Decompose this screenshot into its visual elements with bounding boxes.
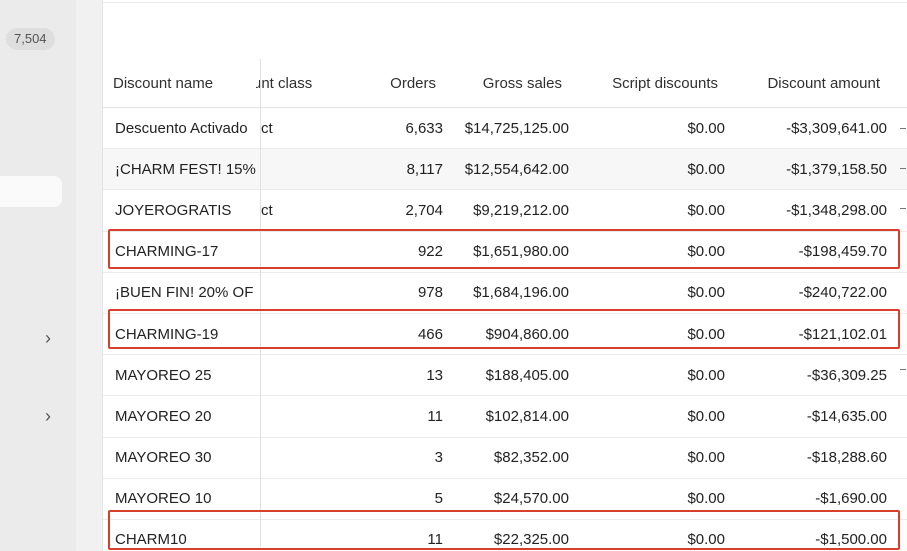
gross-sales-cell: $22,325.00 (493, 531, 569, 549)
script-discounts-cell: $0.00 (687, 449, 725, 467)
discount-amount-cell: -$1,379,158.50 (786, 160, 887, 178)
report-panel: unt class Discount name Orders Gross sal… (102, 0, 907, 551)
table-row[interactable]: MAYOREO 10 5 $24,570.00 $0.00 -$1,690.00 (103, 478, 907, 520)
discount-name-cell: ¡BUEN FIN! 20% OF (115, 272, 258, 313)
discount-amount-cell: -$1,348,298.00 (786, 201, 887, 219)
discount-name-cell: ¡CHARM FEST! 15% (115, 149, 258, 190)
sidebar: 7,504 › › (0, 0, 76, 551)
count-badge: 7,504 (6, 28, 55, 50)
divider (103, 2, 907, 3)
discount-name-cell: JOYEROGRATIS (115, 190, 258, 231)
table-row[interactable]: ct Descuento Activado 6,633 $14,725,125.00 $… (103, 108, 907, 150)
orders-cell: 3 (434, 449, 443, 467)
gross-sales-cell: $9,219,212.00 (473, 201, 569, 219)
discount-name-cell: MAYOREO 25 (115, 355, 258, 396)
orders-cell: 978 (417, 284, 443, 302)
table-row[interactable]: ¡BUEN FIN! 20% OF 978 $1,684,196.00 $0.00 -$… (103, 272, 907, 314)
discount-class-cell: ct (261, 119, 273, 137)
table-row[interactable]: MAYOREO 25 13 $188,405.00 $0.00 -$36,309.25 (103, 355, 907, 397)
discount-class-cell: ct (261, 201, 273, 219)
discount-name-cell: MAYOREO 10 (115, 478, 258, 519)
script-discounts-cell: $0.00 (687, 325, 725, 343)
table-row[interactable]: CHARM10 11 $22,325.00 $0.00 -$1,500.00 (103, 519, 907, 551)
orders-cell: 13 (426, 366, 443, 384)
discount-name-cell: CHARM10 (115, 519, 258, 551)
orders-cell: 466 (417, 325, 443, 343)
discount-name-cell: MAYOREO 20 (115, 396, 258, 437)
script-discounts-cell: $0.00 (687, 201, 725, 219)
table-body: ct Descuento Activado 6,633 $14,725,125.00 $… (103, 108, 907, 551)
discount-amount-cell: -$1,500.00 (815, 531, 887, 549)
gross-sales-cell: $188,405.00 (485, 366, 569, 384)
overflow-indicator (900, 208, 906, 210)
orders-cell: 6,633 (405, 119, 443, 137)
script-discounts-cell: $0.00 (687, 366, 725, 384)
table-row[interactable]: MAYOREO 30 3 $82,352.00 $0.00 -$18,288.60 (103, 437, 907, 479)
discount-amount-cell: -$14,635.00 (806, 407, 887, 425)
gross-sales-cell: $24,570.00 (493, 490, 569, 508)
script-discounts-cell: $0.00 (687, 531, 725, 549)
discount-name-cell: Descuento Activado (115, 108, 258, 149)
chevron-right-icon[interactable]: › (45, 406, 51, 426)
script-discounts-cell: $0.00 (687, 490, 725, 508)
table-row[interactable]: MAYOREO 20 11 $102,814.00 $0.00 -$14,635.00 (103, 396, 907, 438)
frozen-column-divider (260, 59, 261, 546)
discount-amount-cell: -$198,459.70 (798, 243, 887, 261)
gross-sales-cell: $14,725,125.00 (464, 119, 569, 137)
discount-amount-cell: -$18,288.60 (806, 449, 887, 467)
header-gross-sales[interactable]: Gross sales (482, 74, 562, 92)
chevron-right-icon[interactable]: › (45, 328, 51, 348)
gross-sales-cell: $102,814.00 (485, 407, 569, 425)
discount-amount-cell: -$36,309.25 (806, 366, 887, 384)
discount-amount-cell: -$1,690.00 (815, 490, 887, 508)
gross-sales-cell: $904,860.00 (485, 325, 569, 343)
table-row[interactable]: ct JOYEROGRATIS 2,704 $9,219,212.00 $0.00 -$1… (103, 190, 907, 232)
header-orders[interactable]: Orders (390, 74, 436, 92)
gross-sales-cell: $1,684,196.00 (473, 284, 569, 302)
table-row[interactable]: CHARMING-17 922 $1,651,980.00 $0.00 -$198,45… (103, 231, 907, 273)
table-row[interactable]: ¡CHARM FEST! 15% 8,117 $12,554,642.00 $0.00… (103, 149, 907, 191)
header-discount-class[interactable]: unt class (253, 74, 313, 92)
table-row[interactable]: CHARMING-19 466 $904,860.00 $0.00 -$121,102.… (103, 313, 907, 356)
gross-sales-cell: $82,352.00 (493, 449, 569, 467)
discount-amount-cell: -$240,722.00 (798, 284, 887, 302)
script-discounts-cell: $0.00 (687, 160, 725, 178)
discount-amount-cell: -$3,309,641.00 (786, 119, 887, 137)
table-header: unt class Discount name Orders Gross sal… (103, 59, 907, 108)
orders-cell: 2,704 (405, 201, 443, 219)
discount-amount-cell: -$121,102.01 (798, 325, 887, 343)
content-gap (76, 0, 102, 551)
orders-cell: 922 (417, 243, 443, 261)
overflow-indicator (900, 369, 906, 371)
orders-cell: 11 (427, 531, 443, 549)
overflow-indicator (900, 128, 906, 129)
script-discounts-cell: $0.00 (687, 407, 725, 425)
discount-name-cell: MAYOREO 30 (115, 437, 258, 478)
orders-cell: 8,117 (406, 160, 443, 178)
sidebar-active-item[interactable] (0, 176, 62, 207)
header-discount-name[interactable]: Discount name (113, 59, 256, 107)
script-discounts-cell: $0.00 (687, 119, 725, 137)
header-discount-amount[interactable]: Discount amount (767, 74, 880, 92)
script-discounts-cell: $0.00 (687, 284, 725, 302)
orders-cell: 11 (427, 407, 443, 425)
gross-sales-cell: $1,651,980.00 (473, 243, 569, 261)
discount-report-table: unt class Discount name Orders Gross sal… (103, 59, 907, 551)
overflow-indicator (900, 168, 906, 170)
discount-name-cell: CHARMING-19 (115, 313, 258, 355)
orders-cell: 5 (434, 490, 443, 508)
gross-sales-cell: $12,554,642.00 (464, 160, 569, 178)
discount-name-cell: CHARMING-17 (115, 231, 258, 272)
header-script-discounts[interactable]: Script discounts (612, 74, 718, 92)
script-discounts-cell: $0.00 (687, 243, 725, 261)
